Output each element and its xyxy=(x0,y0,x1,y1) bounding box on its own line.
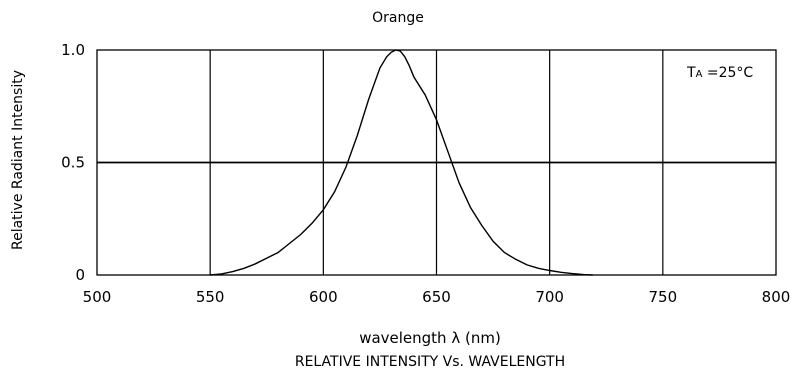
x-tick-label: 500 xyxy=(83,288,112,306)
y-tick-label: 1.0 xyxy=(61,41,85,59)
annotation-subscript: A xyxy=(696,69,703,80)
chart-subtitle: RELATIVE INTENSITY Vs. WAVELENGTH xyxy=(295,354,565,370)
x-tick-label: 800 xyxy=(762,288,791,306)
x-tick-label: 550 xyxy=(196,288,225,306)
temperature-annotation: TA =25°C xyxy=(686,65,753,81)
chart-title: Orange xyxy=(372,10,424,26)
annotation-rest: =25°C xyxy=(702,65,753,81)
x-tick-label: 650 xyxy=(422,288,451,306)
x-axis-label: wavelength λ (nm) xyxy=(359,329,501,347)
y-axis-label: Relative Radiant Intensity xyxy=(10,70,26,250)
x-tick-label: 600 xyxy=(309,288,338,306)
x-tick-label: 750 xyxy=(649,288,678,306)
series-line xyxy=(210,49,593,276)
tick-label-layer: 500 550 600 650 700 750 800 0 0.5 1.0 xyxy=(61,41,790,306)
grid-layer xyxy=(96,49,777,276)
y-tick-label: 0 xyxy=(75,266,85,284)
annotation-main: T xyxy=(686,65,696,81)
y-tick-label: 0.5 xyxy=(61,154,85,172)
x-tick-label: 700 xyxy=(535,288,564,306)
